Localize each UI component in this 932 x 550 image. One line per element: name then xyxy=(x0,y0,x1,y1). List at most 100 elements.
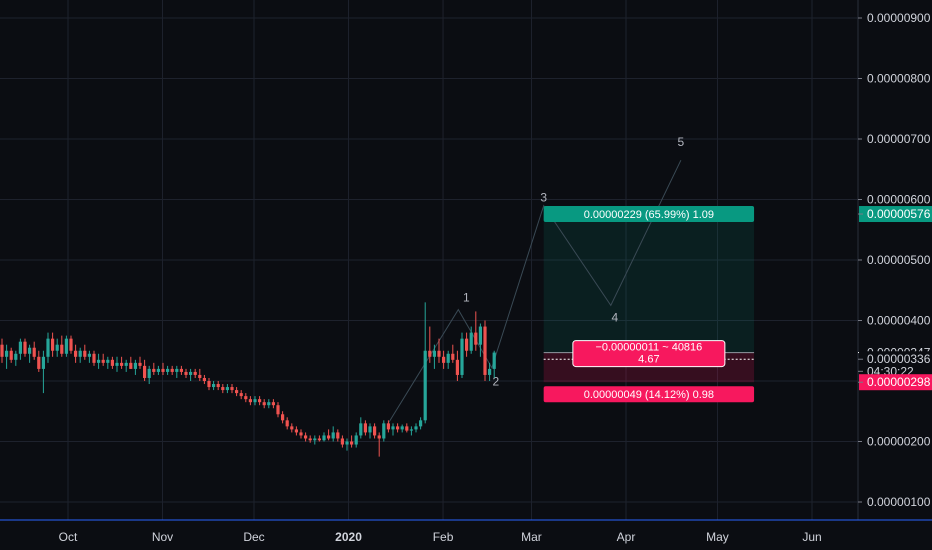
candle-body xyxy=(129,362,133,369)
center-label-background xyxy=(572,340,726,368)
candle-body xyxy=(161,368,165,372)
candle-body xyxy=(483,326,487,375)
candle-body xyxy=(451,353,455,360)
candle-body xyxy=(32,347,36,357)
candle-body xyxy=(225,387,229,391)
candle-body xyxy=(382,423,386,439)
price-tick-label: 0.00000900 xyxy=(867,11,931,25)
candle-body xyxy=(396,426,400,430)
candle-body xyxy=(386,423,390,430)
candle-body xyxy=(474,332,478,345)
candle-body xyxy=(465,338,469,351)
candle-body xyxy=(327,435,331,439)
candle-body xyxy=(258,399,262,403)
candle-body xyxy=(133,362,137,369)
wave-label-2: 2 xyxy=(492,375,499,389)
candle-body xyxy=(460,338,464,375)
elliott-wave-drawing[interactable]: 1 2 3 4 5 xyxy=(387,135,685,424)
price-tick-label: 0.00000100 xyxy=(867,495,931,509)
candle-body xyxy=(391,426,395,430)
price-scale-tag-bg xyxy=(859,351,932,368)
candle-body xyxy=(97,359,101,363)
time-tick-label: Mar xyxy=(521,530,542,544)
candle-body xyxy=(492,352,496,369)
profit-label: 0.00000229 (65.99%) 1.09 xyxy=(543,206,755,223)
candle-body xyxy=(267,402,271,406)
wave-label-4: 4 xyxy=(611,310,618,324)
center-label-line2: 4.67 xyxy=(638,354,659,366)
price-scale-tag-profit: 0.00000576 xyxy=(867,207,931,221)
price-tick-label: 0.00000400 xyxy=(867,314,931,328)
candle-body xyxy=(147,368,151,378)
profit-label-background xyxy=(543,206,755,223)
candle-body xyxy=(331,432,335,439)
candle-body xyxy=(92,353,96,363)
profit-label-text: 0.00000229 (65.99%) 1.09 xyxy=(584,209,714,221)
grid-lines xyxy=(0,0,858,520)
candle-body xyxy=(69,338,73,351)
candle-body xyxy=(336,432,340,439)
candle-body xyxy=(405,426,409,431)
candle-body xyxy=(198,374,202,378)
candle-body xyxy=(14,353,18,360)
candle-body xyxy=(193,371,197,375)
candle-body xyxy=(175,368,179,372)
candle-body xyxy=(455,359,459,375)
center-label-line1: −0.00000011 ~ 40816 xyxy=(595,342,702,354)
price-tick-label: 0.00000800 xyxy=(867,72,931,86)
candle-body xyxy=(432,350,436,357)
loss-label-text: 0.00000049 (14.12%) 0.98 xyxy=(584,389,714,401)
candle-body xyxy=(120,362,124,366)
candle-body xyxy=(143,365,147,378)
candle-body xyxy=(308,438,312,441)
candle-body xyxy=(414,426,418,430)
candle-body xyxy=(400,426,404,430)
candle-body xyxy=(363,423,367,433)
candle-body xyxy=(244,396,248,400)
candle-body xyxy=(359,423,363,436)
candle-body xyxy=(239,393,243,397)
price-axis[interactable]: 0.00000900 0.00000800 0.00000700 0.00000600… xyxy=(857,0,932,550)
candle-body xyxy=(18,341,22,354)
candle-body xyxy=(9,350,13,360)
candle-body xyxy=(37,356,41,369)
price-scale-tag-bg xyxy=(859,206,932,223)
profit-zone[interactable] xyxy=(543,214,755,353)
candlestick-series xyxy=(0,302,496,457)
candle-body xyxy=(428,350,432,357)
center-label: −0.00000011 ~ 40816 4.67 xyxy=(572,340,726,368)
time-tick-label: May xyxy=(706,530,729,544)
candle-body xyxy=(212,384,216,388)
candle-body xyxy=(368,426,372,433)
candle-body xyxy=(446,353,450,363)
wave-path[interactable] xyxy=(387,159,682,424)
time-tick-label: Oct xyxy=(59,530,78,544)
candle-body xyxy=(221,387,225,391)
price-scale-tag-plain: 0.00000336 xyxy=(867,352,931,366)
candle-body xyxy=(110,359,114,366)
candle-body xyxy=(322,435,326,441)
candle-body xyxy=(354,435,358,445)
time-tick-label: Dec xyxy=(243,530,264,544)
time-tick-label: 2020 xyxy=(335,530,362,544)
candle-body xyxy=(106,359,110,363)
candle-body xyxy=(276,405,280,415)
candle-body xyxy=(478,326,482,345)
candle-body xyxy=(216,384,220,388)
candle-body xyxy=(64,338,68,354)
candle-body xyxy=(281,414,285,421)
time-axis[interactable]: Oct Nov Dec 2020 Feb Mar Apr May Jun xyxy=(0,519,932,550)
candle-body xyxy=(377,435,381,439)
candle-body xyxy=(373,426,377,436)
candle-body xyxy=(230,387,234,391)
candle-body xyxy=(51,338,55,351)
candle-body xyxy=(419,420,423,427)
price-scale-tag-bg xyxy=(859,374,932,391)
candle-body xyxy=(23,341,27,354)
candle-body xyxy=(442,356,446,363)
wave-label-3: 3 xyxy=(540,191,547,205)
candle-body xyxy=(152,368,156,372)
